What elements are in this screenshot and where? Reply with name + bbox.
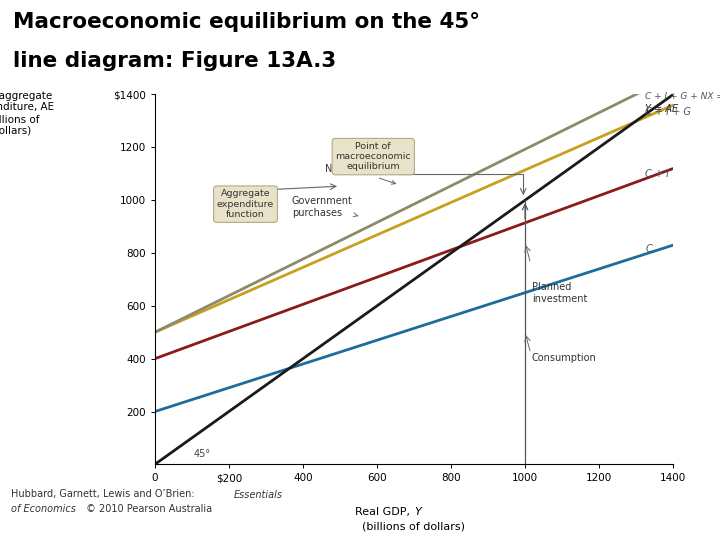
Text: Hubbard, Garnett, Lewis and O’Brien:: Hubbard, Garnett, Lewis and O’Brien: [11,489,197,500]
Text: Point of
macroeconomic
equilibrium: Point of macroeconomic equilibrium [336,141,411,172]
Text: C: C [645,244,652,254]
Text: C + I + G + NX = AE: C + I + G + NX = AE [645,92,720,101]
Text: Consumption: Consumption [532,353,596,363]
Text: Y = AE: Y = AE [645,104,678,114]
Text: line diagram: Figure 13A.3: line diagram: Figure 13A.3 [13,51,336,71]
Text: of Economics: of Economics [11,504,76,514]
Text: C + I + G: C + I + G [645,107,691,117]
Text: Government
purchases: Government purchases [292,196,358,218]
Text: © 2010 Pearson Australia: © 2010 Pearson Australia [83,504,212,514]
Text: Real GDP,: Real GDP, [356,507,414,517]
Text: Essentials: Essentials [234,489,283,500]
Text: Net exports: Net exports [325,165,395,184]
Text: Real aggregate
expenditure, AE
(billions of
dollars): Real aggregate expenditure, AE (billions… [0,91,54,136]
Text: 45°: 45° [194,449,211,459]
X-axis label: Real GDP, Y
(billions of dollars): Real GDP, Y (billions of dollars) [0,539,1,540]
Text: Y: Y [414,507,420,517]
Text: (billions of dollars): (billions of dollars) [362,522,466,532]
Text: C + I: C + I [645,168,670,179]
Text: Aggregate
expenditure
function: Aggregate expenditure function [217,189,274,219]
Text: Macroeconomic equilibrium on the 45°: Macroeconomic equilibrium on the 45° [13,12,480,32]
Text: Planned
investment: Planned investment [532,282,587,303]
